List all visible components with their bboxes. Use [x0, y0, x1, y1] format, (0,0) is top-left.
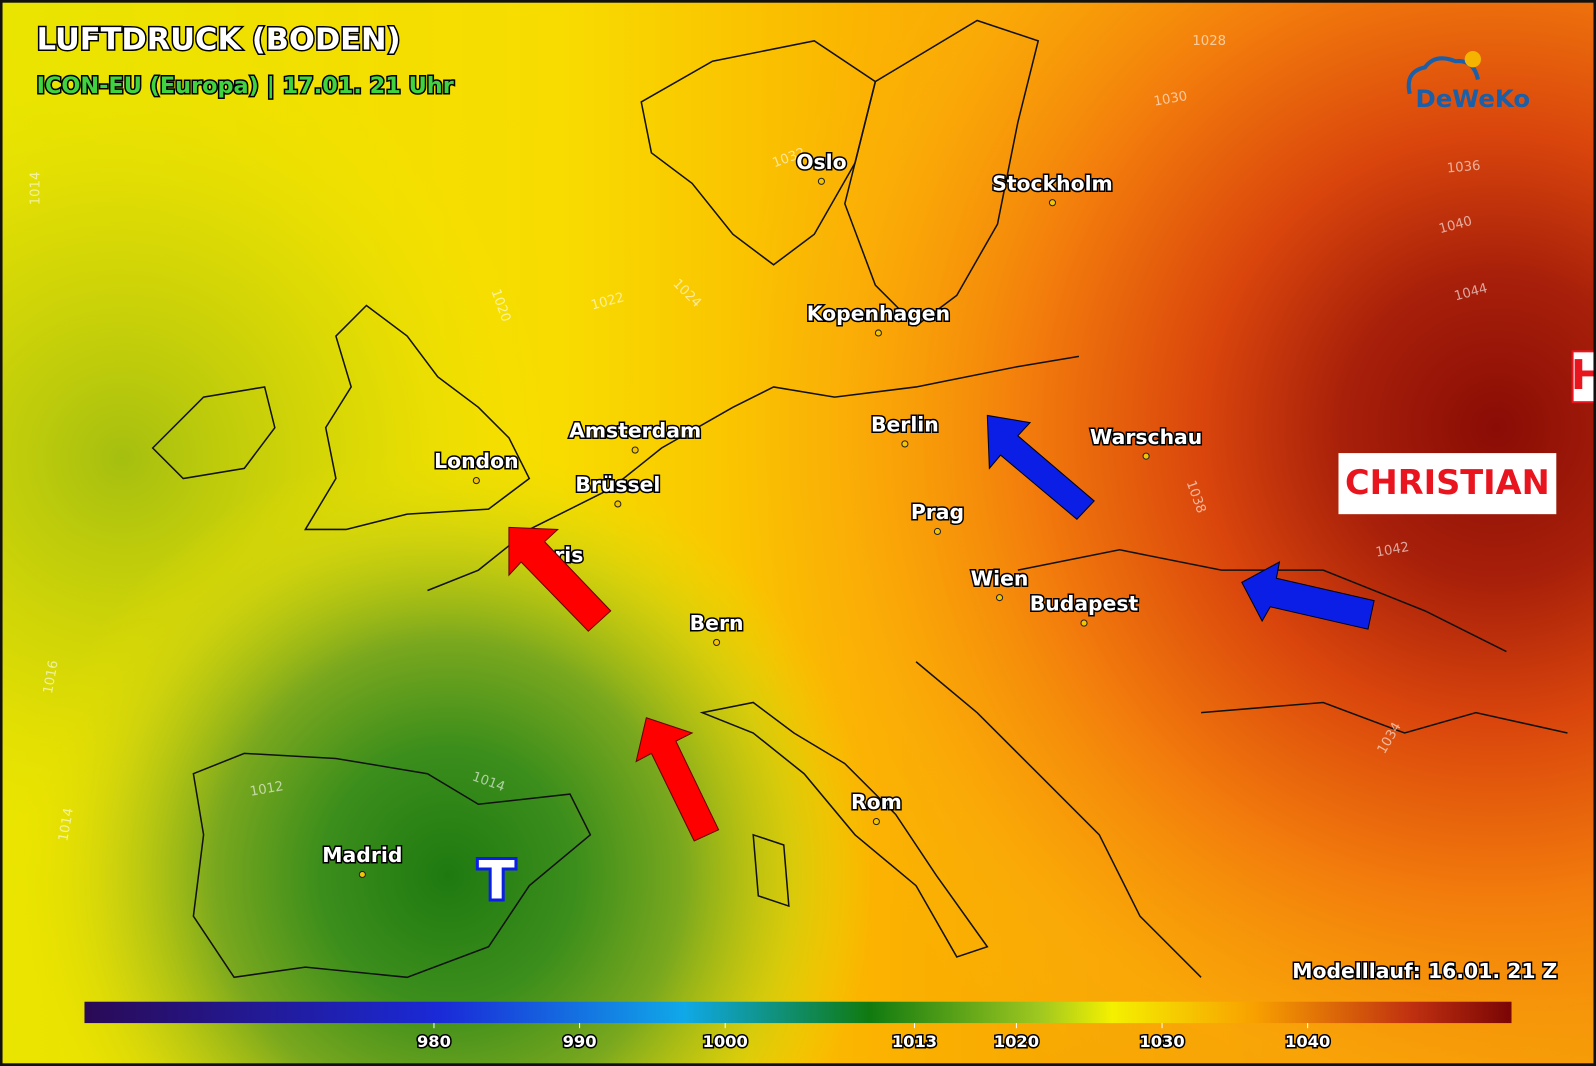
- city-label: London: [434, 449, 518, 473]
- high-marker: [1571, 350, 1596, 404]
- city-label: Oslo: [796, 150, 846, 174]
- city-dot: [472, 477, 480, 485]
- warm-air-arrow: [635, 717, 720, 842]
- city-dot: [1080, 619, 1088, 627]
- warm-air-arrow: [508, 526, 612, 632]
- isobar-label: 1012: [249, 779, 285, 800]
- city-dot: [713, 638, 721, 646]
- cold-air-arrow: [1241, 561, 1375, 630]
- colorbar-ticks: 980 990 1000 1013 1020 1030 1040: [415, 1023, 1332, 1052]
- map-subtitle: ICON-EU (Europa) | 17.01. 21 Uhr: [37, 73, 454, 99]
- city-dot: [358, 870, 366, 879]
- cold-air-arrow: [986, 414, 1095, 520]
- city-dot: [1142, 452, 1150, 460]
- isobar-label: 1028: [1192, 34, 1226, 49]
- city-label: Warschau: [1090, 425, 1202, 449]
- coastlines: [151, 19, 1568, 979]
- city-dot: [872, 817, 880, 826]
- city-label: Budapest: [1030, 592, 1139, 616]
- isobar-label: 1030: [1153, 89, 1189, 110]
- high-name-box: [1338, 453, 1557, 515]
- colorbar-tick-label: 990: [563, 1032, 597, 1051]
- colorbar-tick-label: 1013: [892, 1032, 937, 1051]
- high-name: CHRISTIAN: [1345, 463, 1550, 502]
- city-dot: [614, 500, 622, 508]
- city-label: Madrid: [322, 843, 402, 867]
- city-label: Rom: [851, 790, 902, 814]
- low-letter: T: [479, 850, 515, 911]
- isobar-label: 1014: [56, 807, 77, 843]
- city-dot: [933, 527, 942, 536]
- city-label: Bern: [690, 611, 744, 635]
- city-dot: [631, 446, 639, 454]
- city-dot: [1048, 199, 1057, 207]
- model-run: Modelllauf: 16.01. 21 Z: [1292, 959, 1557, 983]
- isobar-label: 1036: [1446, 159, 1481, 177]
- colorbar-tick-label: 1040: [1285, 1032, 1330, 1051]
- city-label: Prag: [911, 500, 964, 524]
- colorbar-tick-label: 980: [417, 1032, 451, 1051]
- city-label: Stockholm: [992, 171, 1113, 195]
- map-title: LUFTDRUCK (BODEN): [37, 22, 401, 57]
- city-label: Berlin: [871, 413, 939, 437]
- high-letter: H: [1571, 351, 1596, 399]
- city-dot: [995, 594, 1004, 602]
- colorbar-tick-label: 1000: [703, 1032, 748, 1051]
- colorbar-tick-label: 1020: [994, 1032, 1039, 1051]
- city-dot: [817, 177, 825, 185]
- city-dot: [874, 329, 882, 337]
- isobar-label: 1014: [29, 172, 44, 206]
- city-dot: [901, 440, 909, 448]
- logo-text: DeWeKo: [1416, 84, 1531, 113]
- isobar-label: 1016: [41, 659, 62, 695]
- city-label: Amsterdam: [569, 419, 701, 443]
- city-label: Brüssel: [575, 473, 660, 497]
- logo: DeWeKo: [1406, 51, 1531, 113]
- city-label: Wien: [971, 566, 1029, 590]
- colorbar-tick-label: 1030: [1139, 1032, 1184, 1051]
- isobar-label: 1042: [1375, 540, 1411, 561]
- city-label: Kopenhagen: [807, 302, 950, 326]
- colorbar: [84, 1001, 1512, 1024]
